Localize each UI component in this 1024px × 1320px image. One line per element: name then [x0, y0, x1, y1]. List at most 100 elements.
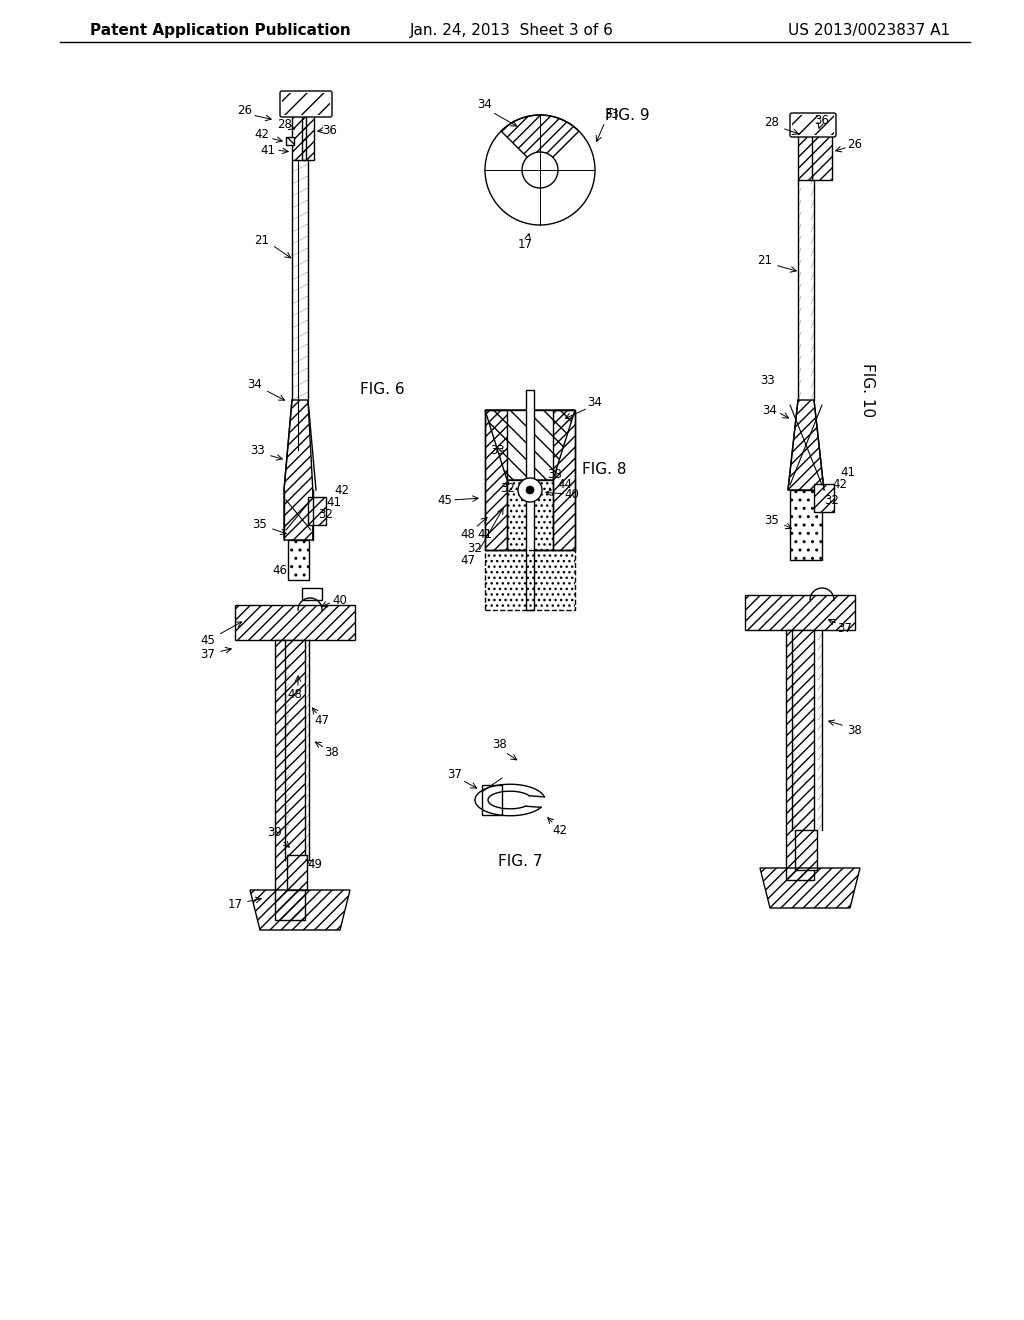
- Bar: [288, 540, 309, 579]
- Text: 34: 34: [248, 379, 262, 392]
- Text: 47: 47: [314, 714, 330, 726]
- Text: 32: 32: [468, 541, 482, 554]
- Text: 33: 33: [490, 444, 506, 457]
- Bar: [485, 550, 575, 610]
- Bar: [287, 855, 307, 890]
- Bar: [302, 110, 314, 160]
- Bar: [786, 630, 814, 880]
- Text: 45: 45: [201, 634, 215, 647]
- Text: 48: 48: [288, 689, 302, 701]
- Bar: [485, 411, 575, 550]
- Text: 26: 26: [848, 139, 862, 152]
- Bar: [308, 498, 326, 525]
- Bar: [286, 137, 294, 145]
- Text: 41: 41: [841, 466, 855, 479]
- Bar: [308, 498, 326, 525]
- Text: FIG. 7: FIG. 7: [498, 854, 543, 870]
- Text: 17: 17: [227, 899, 243, 912]
- Circle shape: [518, 478, 542, 502]
- FancyBboxPatch shape: [280, 91, 332, 117]
- Text: 37: 37: [838, 622, 852, 635]
- Text: 45: 45: [437, 494, 453, 507]
- Bar: [234, 605, 355, 640]
- Text: 46: 46: [272, 564, 288, 577]
- Text: 32: 32: [501, 482, 515, 495]
- Bar: [286, 137, 294, 145]
- Bar: [234, 605, 355, 640]
- Text: Jan. 24, 2013  Sheet 3 of 6: Jan. 24, 2013 Sheet 3 of 6: [410, 22, 614, 37]
- Text: FIG. 9: FIG. 9: [605, 107, 649, 123]
- Bar: [302, 587, 322, 601]
- Bar: [814, 484, 834, 512]
- Bar: [798, 135, 812, 180]
- Text: 26: 26: [238, 103, 253, 116]
- Bar: [507, 480, 553, 550]
- Text: FIG. 6: FIG. 6: [360, 383, 404, 397]
- Bar: [810, 132, 831, 180]
- Bar: [287, 855, 307, 890]
- Text: 40: 40: [564, 488, 580, 502]
- Text: 41: 41: [477, 528, 493, 541]
- FancyBboxPatch shape: [790, 114, 836, 137]
- Circle shape: [485, 115, 595, 224]
- Bar: [792, 115, 834, 135]
- Text: 42: 42: [553, 824, 567, 837]
- Text: US 2013/0023837 A1: US 2013/0023837 A1: [787, 22, 950, 37]
- Text: 40: 40: [333, 594, 347, 606]
- Bar: [526, 389, 534, 610]
- Text: 37: 37: [447, 768, 463, 781]
- Text: 38: 38: [493, 738, 507, 751]
- Text: 38: 38: [848, 723, 862, 737]
- Text: 17: 17: [517, 239, 532, 252]
- Text: 32: 32: [318, 508, 334, 521]
- Bar: [553, 411, 575, 550]
- Bar: [485, 411, 507, 550]
- Text: 28: 28: [765, 116, 779, 128]
- Bar: [292, 112, 306, 160]
- Text: FIG. 10: FIG. 10: [860, 363, 874, 417]
- Bar: [485, 550, 575, 610]
- Bar: [485, 411, 507, 550]
- Text: 36: 36: [323, 124, 338, 136]
- Text: 34: 34: [477, 99, 493, 111]
- Text: 28: 28: [278, 119, 293, 132]
- Text: 42: 42: [335, 483, 349, 496]
- Text: 42: 42: [255, 128, 269, 141]
- Bar: [288, 540, 309, 579]
- Text: 21: 21: [255, 234, 269, 247]
- Text: 33: 33: [251, 444, 265, 457]
- Text: Patent Application Publication: Patent Application Publication: [90, 22, 351, 37]
- Text: FIG. 8: FIG. 8: [582, 462, 627, 478]
- Text: 33: 33: [761, 374, 775, 387]
- Text: 39: 39: [267, 825, 283, 838]
- Circle shape: [522, 152, 558, 187]
- Text: 35: 35: [765, 513, 779, 527]
- Bar: [790, 490, 822, 560]
- Text: 48: 48: [461, 528, 475, 541]
- Text: 37: 37: [201, 648, 215, 661]
- Text: 35: 35: [253, 519, 267, 532]
- Text: 49: 49: [307, 858, 323, 871]
- Bar: [275, 640, 305, 920]
- Circle shape: [526, 486, 534, 494]
- Text: 32: 32: [824, 494, 840, 507]
- Text: 42: 42: [833, 479, 848, 491]
- Bar: [814, 484, 834, 512]
- Bar: [292, 112, 306, 160]
- Bar: [482, 785, 502, 814]
- Bar: [745, 595, 855, 630]
- Bar: [786, 630, 814, 880]
- Text: 47: 47: [461, 553, 475, 566]
- Bar: [790, 490, 822, 560]
- Text: 38: 38: [325, 746, 339, 759]
- Text: 36: 36: [814, 114, 829, 127]
- Bar: [810, 132, 831, 180]
- Text: 44: 44: [557, 479, 572, 491]
- Bar: [302, 110, 314, 160]
- Text: 33: 33: [604, 108, 620, 121]
- Bar: [507, 480, 553, 550]
- Bar: [795, 830, 817, 870]
- Bar: [798, 135, 812, 180]
- Text: 34: 34: [763, 404, 777, 417]
- Text: 21: 21: [758, 253, 772, 267]
